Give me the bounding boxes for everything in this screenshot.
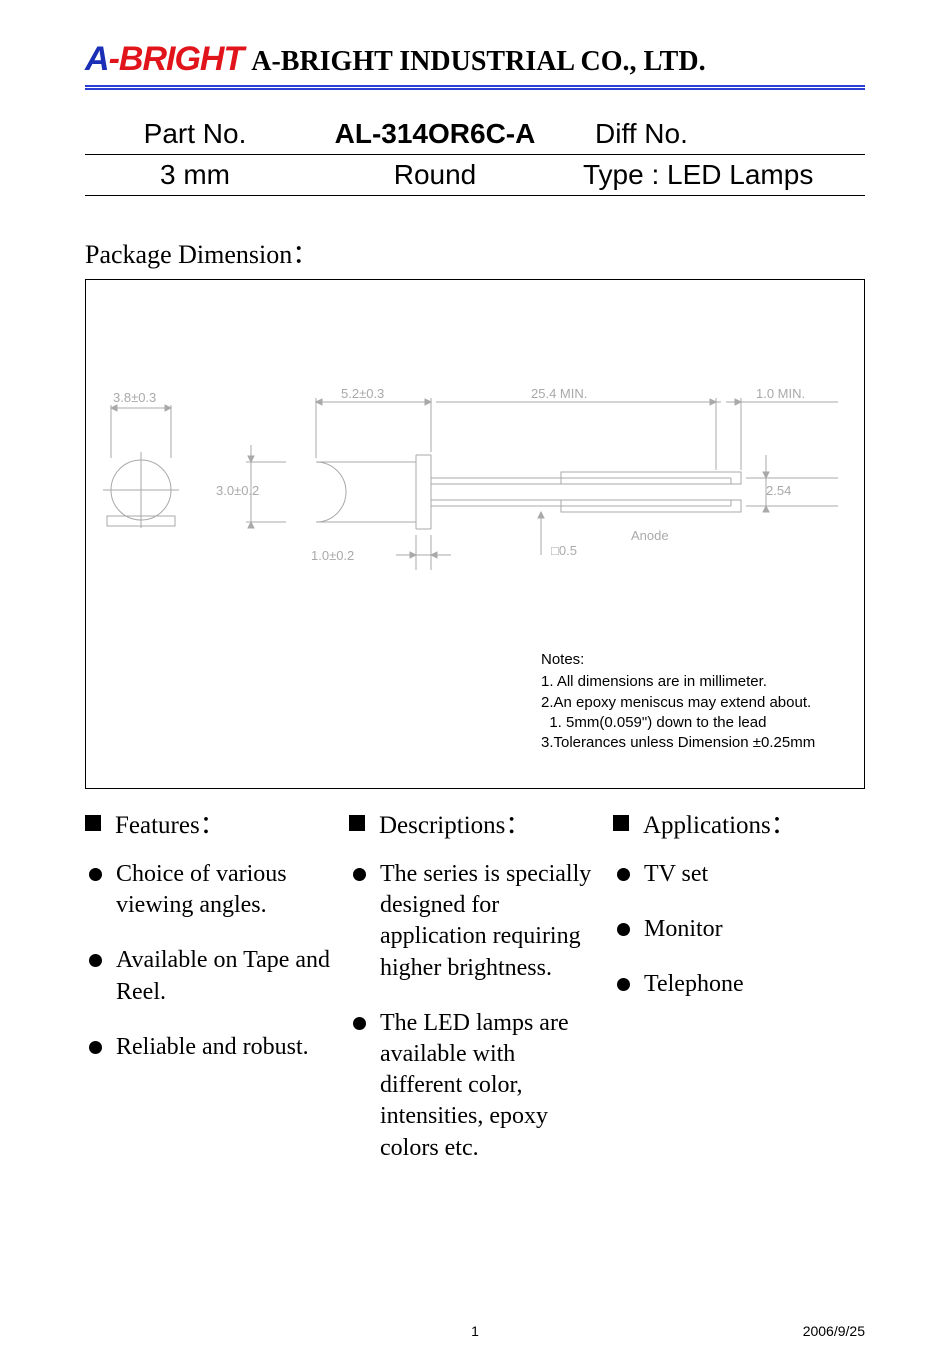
square-bullet-icon bbox=[349, 815, 365, 831]
applications-heading: Applications： bbox=[613, 805, 865, 841]
part-table: Part No. AL-314OR6C-A Diff No. 3 mm Roun… bbox=[85, 114, 865, 196]
application-text: Telephone bbox=[644, 969, 744, 1000]
description-item: The series is specially designed for app… bbox=[349, 859, 601, 984]
part-number: AL-314OR6C-A bbox=[305, 118, 565, 150]
dim-label: 1.0 MIN. bbox=[756, 386, 805, 401]
dim-label: 3.8±0.3 bbox=[113, 390, 156, 405]
square-bullet-icon bbox=[613, 815, 629, 831]
note-line: 2.An epoxy meniscus may extend about. bbox=[541, 693, 815, 713]
dim-label: 3.0±0.2 bbox=[216, 483, 259, 498]
features-heading: Features： bbox=[85, 805, 337, 841]
dim-label: 2.54 bbox=[766, 483, 791, 498]
square-bullet-icon bbox=[85, 815, 101, 831]
round-bullet-icon bbox=[617, 978, 630, 991]
part-row-2: 3 mm Round Type : LED Lamps bbox=[85, 155, 865, 196]
feature-text: Reliable and robust. bbox=[116, 1032, 309, 1063]
description-text: The LED lamps are available with differe… bbox=[380, 1008, 601, 1164]
round-bullet-icon bbox=[353, 1017, 366, 1030]
part-label: Part No. bbox=[85, 118, 305, 150]
round-bullet-icon bbox=[89, 1041, 102, 1054]
descriptions-heading: Descriptions： bbox=[349, 805, 601, 841]
note-line: 1. All dimensions are in millimeter. bbox=[541, 672, 815, 692]
section-title: Package Dimension： bbox=[85, 234, 865, 271]
description-item: The LED lamps are available with differe… bbox=[349, 1008, 601, 1164]
dim-label: □0.5 bbox=[551, 543, 577, 558]
footer-date: 2006/9/25 bbox=[803, 1323, 865, 1339]
feature-item: Choice of various viewing angles. bbox=[85, 859, 337, 921]
features-column: Features： Choice of various viewing angl… bbox=[85, 805, 337, 1188]
dim-label: 5.2±0.3 bbox=[341, 386, 384, 401]
round-bullet-icon bbox=[617, 868, 630, 881]
anode-label: Anode bbox=[631, 528, 669, 543]
feature-item: Available on Tape and Reel. bbox=[85, 945, 337, 1007]
descriptions-title: Descriptions： bbox=[379, 805, 530, 841]
round-bullet-icon bbox=[353, 868, 366, 881]
dim-label: 1.0±0.2 bbox=[311, 548, 354, 563]
round-bullet-icon bbox=[89, 868, 102, 881]
note-line: 1. 5mm(0.059") down to the lead bbox=[541, 713, 815, 733]
header: A - BRIGHT A-BRIGHT INDUSTRIAL CO., LTD. bbox=[85, 40, 865, 90]
notes-block: Notes: 1. All dimensions are in millimet… bbox=[541, 650, 815, 753]
description-text: The series is specially designed for app… bbox=[380, 859, 601, 984]
type-value: Type : LED Lamps bbox=[565, 159, 865, 191]
part-row-1: Part No. AL-314OR6C-A Diff No. bbox=[85, 114, 865, 155]
diagram-box: 3.8±0.3 5.2±0.3 bbox=[85, 279, 865, 789]
columns: Features： Choice of various viewing angl… bbox=[85, 805, 865, 1188]
shape-value: Round bbox=[305, 159, 565, 191]
features-title: Features： bbox=[115, 805, 225, 841]
diff-label: Diff No. bbox=[565, 118, 865, 150]
round-bullet-icon bbox=[89, 954, 102, 967]
descriptions-column: Descriptions： The series is specially de… bbox=[349, 805, 601, 1188]
application-item: TV set bbox=[613, 859, 865, 890]
page-number: 1 bbox=[471, 1323, 479, 1339]
application-text: Monitor bbox=[644, 914, 723, 945]
logo: A - BRIGHT bbox=[85, 40, 243, 79]
applications-title: Applications： bbox=[643, 805, 796, 841]
logo-dash: - bbox=[109, 40, 119, 79]
dim-label: 25.4 MIN. bbox=[531, 386, 587, 401]
feature-text: Available on Tape and Reel. bbox=[116, 945, 337, 1007]
note-line: 3.Tolerances unless Dimension ±0.25mm bbox=[541, 733, 815, 753]
application-item: Monitor bbox=[613, 914, 865, 945]
feature-text: Choice of various viewing angles. bbox=[116, 859, 337, 921]
notes-title: Notes: bbox=[541, 650, 815, 670]
feature-item: Reliable and robust. bbox=[85, 1032, 337, 1063]
company-name: A-BRIGHT INDUSTRIAL CO., LTD. bbox=[251, 46, 705, 78]
logo-bright: BRIGHT bbox=[119, 40, 243, 79]
logo-letter-a: A bbox=[85, 40, 109, 79]
applications-column: Applications： TV set Monitor Telephone bbox=[613, 805, 865, 1188]
application-text: TV set bbox=[644, 859, 708, 890]
size-value: 3 mm bbox=[85, 159, 305, 191]
application-item: Telephone bbox=[613, 969, 865, 1000]
round-bullet-icon bbox=[617, 923, 630, 936]
